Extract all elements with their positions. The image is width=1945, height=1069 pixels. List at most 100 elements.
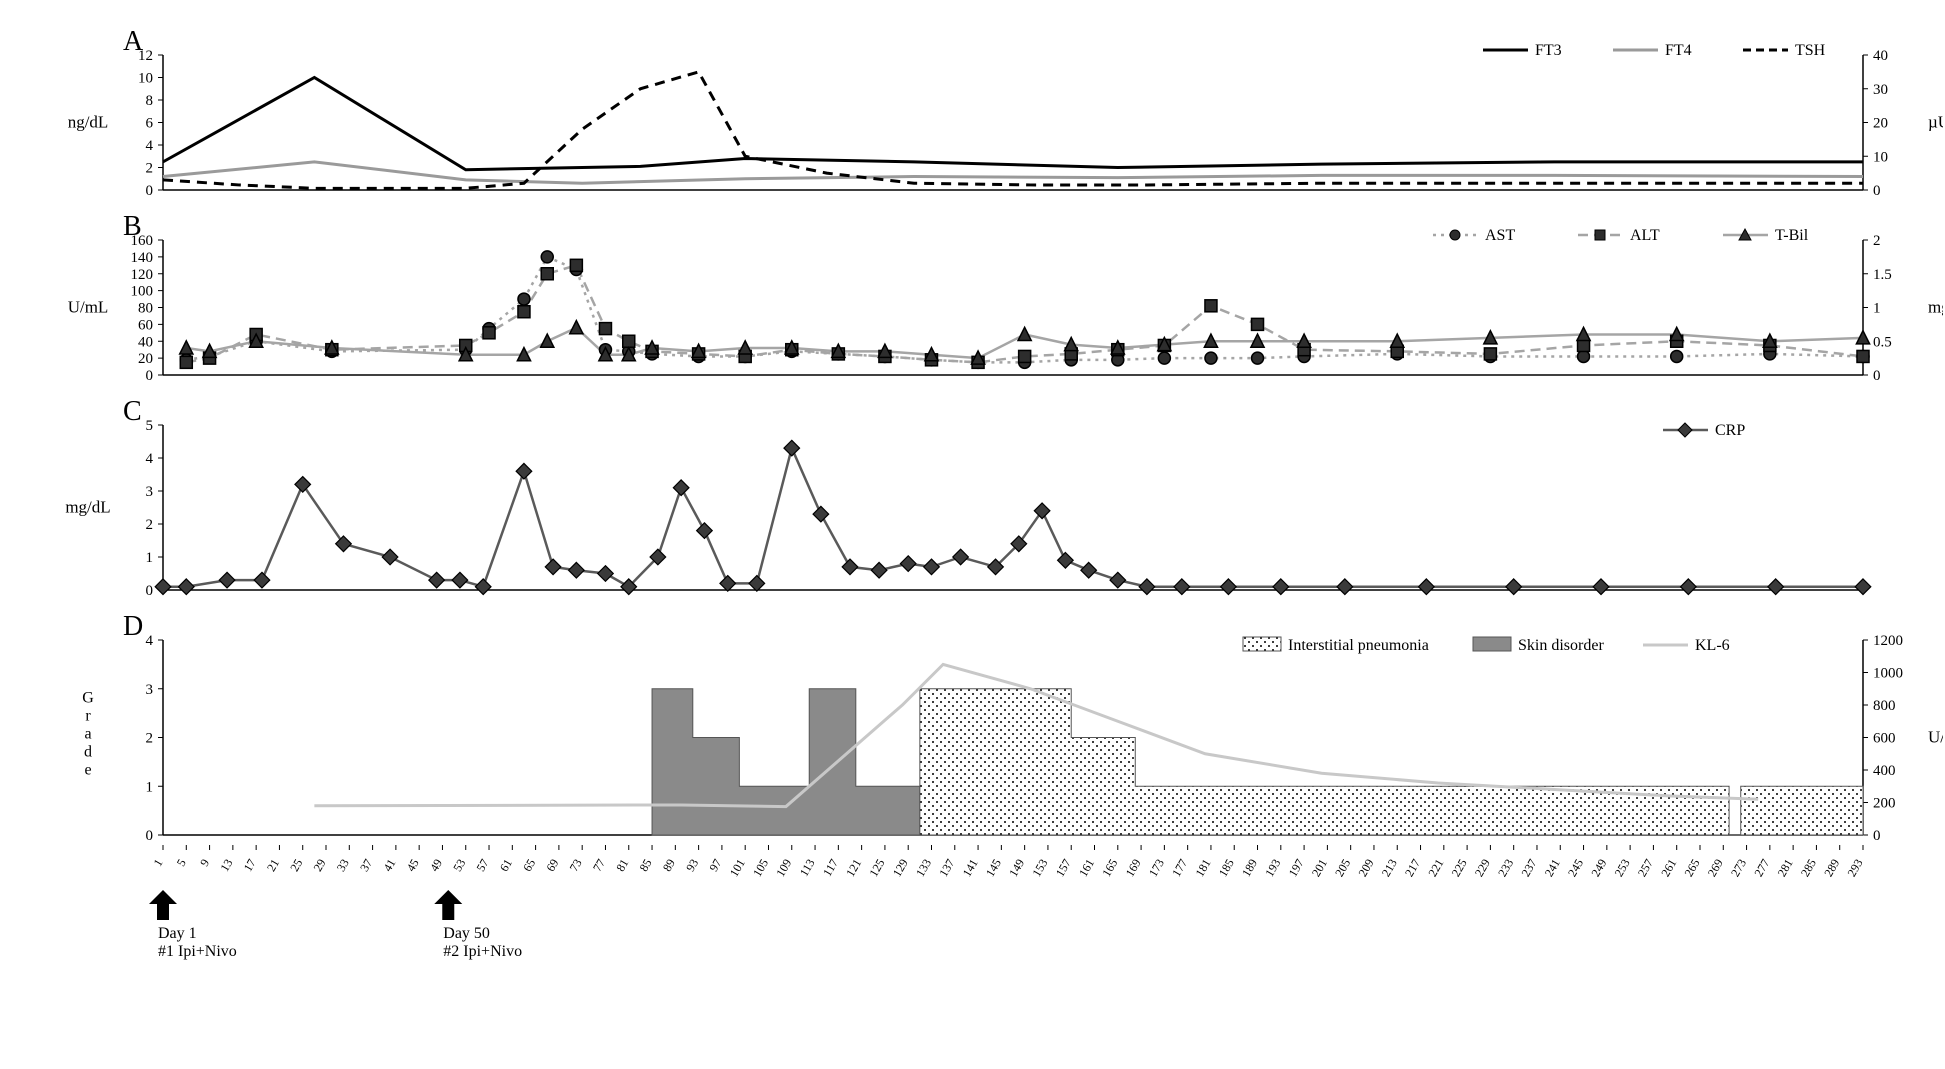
svg-text:FT4: FT4 [1665, 42, 1692, 59]
svg-text:21: 21 [263, 857, 281, 874]
svg-text:ALT: ALT [1630, 227, 1660, 244]
svg-text:25: 25 [287, 857, 305, 874]
svg-text:12: 12 [138, 48, 153, 64]
svg-text:1: 1 [145, 550, 153, 566]
svg-text:33: 33 [333, 857, 351, 874]
svg-text:G: G [82, 690, 94, 707]
svg-text:60: 60 [138, 317, 153, 333]
svg-text:1: 1 [1873, 301, 1881, 317]
svg-text:189: 189 [1238, 857, 1259, 880]
svg-text:125: 125 [866, 857, 887, 880]
svg-text:KL-6: KL-6 [1695, 637, 1730, 654]
svg-text:137: 137 [936, 857, 957, 880]
svg-text:249: 249 [1588, 857, 1609, 880]
figure-svg: A024681012ng/dL010203040µU/mLFT3FT4TSHB0… [43, 20, 1943, 970]
svg-text:8: 8 [145, 93, 153, 109]
svg-text:4: 4 [145, 451, 153, 467]
svg-text:4: 4 [145, 138, 153, 154]
svg-text:225: 225 [1448, 857, 1469, 880]
svg-text:145: 145 [982, 857, 1003, 880]
svg-text:0: 0 [1873, 828, 1881, 844]
svg-text:221: 221 [1425, 857, 1446, 880]
svg-text:69: 69 [543, 857, 561, 874]
svg-text:AST: AST [1485, 227, 1515, 244]
svg-text:1.5: 1.5 [1873, 267, 1892, 283]
svg-text:49: 49 [426, 857, 444, 874]
svg-text:73: 73 [566, 857, 584, 874]
svg-text:149: 149 [1006, 857, 1027, 880]
svg-text:9: 9 [197, 857, 212, 869]
svg-text:217: 217 [1402, 857, 1423, 880]
svg-text:2: 2 [1873, 233, 1881, 249]
svg-text:2: 2 [145, 161, 153, 177]
svg-text:185: 185 [1215, 857, 1236, 880]
svg-text:2: 2 [145, 731, 153, 747]
svg-text:U/mL: U/mL [67, 298, 108, 317]
svg-text:5: 5 [145, 418, 153, 434]
svg-text:ng/dL: ng/dL [67, 113, 108, 132]
svg-text:197: 197 [1285, 857, 1306, 880]
svg-text:153: 153 [1029, 857, 1050, 880]
svg-text:0: 0 [145, 828, 153, 844]
svg-text:265: 265 [1681, 857, 1702, 880]
svg-text:1: 1 [150, 857, 165, 869]
svg-text:205: 205 [1332, 857, 1353, 880]
svg-text:201: 201 [1308, 857, 1329, 880]
svg-text:261: 261 [1658, 857, 1679, 880]
svg-text:#2 Ipi+Nivo: #2 Ipi+Nivo [443, 943, 522, 960]
svg-text:129: 129 [889, 857, 910, 880]
svg-text:273: 273 [1728, 857, 1749, 880]
svg-text:10: 10 [1873, 149, 1888, 165]
svg-text:233: 233 [1495, 857, 1516, 880]
svg-text:3: 3 [145, 682, 153, 698]
svg-text:0: 0 [145, 183, 153, 199]
svg-text:173: 173 [1145, 857, 1166, 880]
svg-text:600: 600 [1873, 731, 1896, 747]
svg-text:257: 257 [1634, 857, 1655, 880]
svg-text:Day 50: Day 50 [443, 925, 490, 942]
svg-text:20: 20 [1873, 116, 1888, 132]
svg-text:20: 20 [138, 351, 153, 367]
svg-text:140: 140 [130, 250, 153, 266]
svg-text:77: 77 [589, 857, 607, 874]
svg-text:mg/dL: mg/dL [65, 498, 110, 517]
svg-text:293: 293 [1844, 857, 1865, 880]
svg-text:100: 100 [130, 284, 153, 300]
svg-text:209: 209 [1355, 857, 1376, 880]
svg-text:40: 40 [1873, 48, 1888, 64]
svg-text:3: 3 [145, 484, 153, 500]
svg-text:400: 400 [1873, 763, 1896, 779]
svg-text:D: D [123, 611, 143, 642]
svg-text:121: 121 [843, 857, 864, 880]
svg-text:FT3: FT3 [1535, 42, 1562, 59]
svg-text:285: 285 [1797, 857, 1818, 880]
svg-text:45: 45 [403, 857, 421, 874]
svg-text:30: 30 [1873, 82, 1888, 98]
svg-text:0: 0 [145, 368, 153, 384]
svg-text:169: 169 [1122, 857, 1143, 880]
svg-text:193: 193 [1262, 857, 1283, 880]
svg-text:1000: 1000 [1873, 666, 1903, 682]
svg-text:241: 241 [1541, 857, 1562, 880]
svg-text:85: 85 [636, 857, 654, 874]
svg-text:T-Bil: T-Bil [1775, 227, 1809, 244]
svg-text:2: 2 [145, 517, 153, 533]
svg-text:237: 237 [1518, 857, 1539, 880]
svg-text:0: 0 [1873, 368, 1881, 384]
svg-text:80: 80 [138, 301, 153, 317]
svg-text:e: e [84, 762, 91, 779]
svg-text:117: 117 [820, 857, 841, 879]
svg-text:165: 165 [1099, 857, 1120, 880]
svg-text:TSH: TSH [1795, 42, 1826, 59]
svg-text:177: 177 [1169, 857, 1190, 880]
svg-text:#1 Ipi+Nivo: #1 Ipi+Nivo [158, 943, 237, 960]
svg-text:61: 61 [496, 857, 514, 874]
svg-text:5: 5 [173, 857, 188, 869]
svg-text:13: 13 [217, 857, 235, 874]
svg-text:1: 1 [145, 779, 153, 795]
svg-text:65: 65 [520, 857, 538, 874]
svg-text:245: 245 [1565, 857, 1586, 880]
svg-text:161: 161 [1075, 857, 1096, 880]
svg-text:0: 0 [145, 583, 153, 599]
svg-text:CRP: CRP [1715, 422, 1745, 439]
